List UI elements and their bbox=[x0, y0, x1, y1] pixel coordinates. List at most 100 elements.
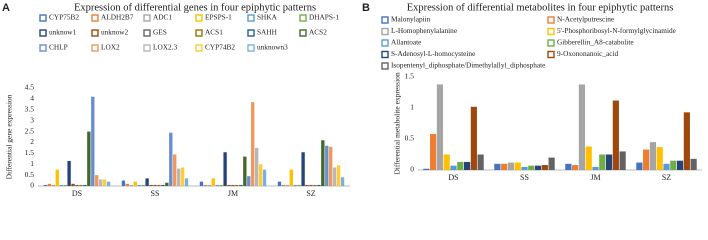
bar bbox=[79, 184, 83, 186]
bar bbox=[141, 184, 145, 186]
bar bbox=[528, 165, 535, 170]
bar bbox=[207, 184, 211, 186]
bar bbox=[477, 154, 484, 170]
bar bbox=[541, 165, 548, 170]
bar bbox=[169, 132, 173, 186]
legend-label: GES bbox=[153, 28, 167, 37]
bar bbox=[301, 152, 305, 186]
legend-label: EPSPS-1 bbox=[205, 13, 232, 22]
x-tick-label: SS bbox=[151, 189, 160, 198]
bar bbox=[605, 154, 613, 170]
bar bbox=[521, 166, 528, 170]
bar bbox=[219, 184, 223, 186]
legend-label: DHAPS-1 bbox=[309, 13, 339, 22]
legend-label: Allantoate bbox=[391, 38, 421, 47]
bar bbox=[47, 183, 52, 186]
bar bbox=[153, 184, 157, 186]
legend-label: LOX2 bbox=[101, 43, 120, 52]
legend-swatch bbox=[381, 50, 389, 59]
bar bbox=[125, 183, 130, 186]
x-tick-label: JM bbox=[228, 189, 238, 198]
y-tick-label: 1 bbox=[410, 103, 414, 112]
bar bbox=[457, 161, 464, 170]
bar bbox=[463, 161, 471, 170]
bar bbox=[137, 184, 141, 186]
bar bbox=[289, 169, 293, 186]
bar bbox=[87, 131, 91, 186]
legend-swatch bbox=[91, 14, 99, 22]
legend-label: ACS1 bbox=[205, 28, 223, 37]
legend-label: 5'-Phosphoribosyl-N-formylglycinamide bbox=[557, 26, 676, 35]
bar bbox=[211, 178, 215, 186]
y-tick-label: 3.5 bbox=[25, 104, 35, 113]
bar bbox=[149, 184, 153, 186]
bar bbox=[599, 154, 606, 170]
legend-label: S-Adenosyl-L-homocysteine bbox=[391, 49, 475, 58]
legend-label: N-Acetylputrescine bbox=[557, 15, 614, 24]
bar bbox=[329, 146, 333, 186]
bar bbox=[494, 163, 501, 170]
bar bbox=[656, 147, 663, 170]
bar bbox=[59, 184, 63, 186]
bar bbox=[514, 162, 521, 170]
legend-swatch bbox=[143, 29, 151, 37]
bar bbox=[255, 147, 259, 186]
bar bbox=[223, 152, 227, 186]
y-tick-label: 0.5 bbox=[25, 170, 35, 179]
legend-swatch bbox=[195, 14, 203, 22]
bar bbox=[277, 181, 282, 186]
bar bbox=[180, 167, 185, 186]
legend-swatch bbox=[195, 29, 203, 37]
legend-swatch bbox=[381, 27, 389, 36]
bar bbox=[145, 178, 149, 186]
x-tick-label: DS bbox=[448, 173, 458, 182]
y-tick-label: 1.5 bbox=[25, 148, 35, 157]
bar bbox=[121, 180, 126, 186]
x-tick-label: SZ bbox=[306, 189, 315, 198]
bar bbox=[572, 165, 579, 170]
bar bbox=[71, 183, 75, 186]
bar bbox=[247, 176, 251, 186]
bar bbox=[612, 100, 619, 170]
bar bbox=[177, 168, 181, 186]
bar bbox=[83, 184, 87, 186]
bar bbox=[690, 158, 697, 170]
legend-label: CHLP bbox=[49, 43, 68, 52]
bar bbox=[165, 182, 169, 186]
legend-swatch bbox=[547, 27, 555, 36]
bar bbox=[51, 184, 55, 186]
bar bbox=[321, 140, 325, 186]
legend-label: unknow2 bbox=[101, 28, 129, 37]
bar bbox=[227, 184, 231, 186]
bar bbox=[548, 157, 555, 170]
legend-swatch bbox=[39, 44, 47, 52]
bar bbox=[534, 165, 542, 170]
figure: A Expression of differential genes in fou… bbox=[2, 2, 702, 198]
chart-title: Expression of differential genes in four… bbox=[74, 2, 316, 13]
legend-label: ACS2 bbox=[309, 28, 327, 37]
bar bbox=[235, 184, 239, 186]
legend-swatch bbox=[547, 39, 555, 47]
bar bbox=[565, 163, 572, 170]
bar bbox=[470, 106, 477, 170]
bar bbox=[325, 145, 329, 186]
legend-swatch bbox=[299, 14, 307, 22]
x-tick-label: DS bbox=[72, 189, 82, 198]
y-axis-label: Differential gene expression bbox=[5, 94, 14, 179]
bar bbox=[507, 162, 515, 170]
bar bbox=[592, 166, 599, 170]
y-tick-label: 0.5 bbox=[405, 134, 415, 143]
legend-swatch bbox=[39, 14, 47, 22]
bar bbox=[95, 175, 99, 186]
legend-label: Isopentenyl_diphosphate/Dimethylallyl_di… bbox=[391, 61, 545, 70]
bar bbox=[157, 184, 161, 186]
bar bbox=[333, 167, 337, 186]
bar bbox=[203, 184, 208, 186]
chart-title: Expression of differential metabolites i… bbox=[407, 2, 674, 13]
legend-swatch bbox=[195, 44, 203, 52]
legend-swatch bbox=[143, 14, 151, 22]
bar bbox=[663, 163, 670, 170]
bar bbox=[313, 184, 317, 186]
bar bbox=[293, 184, 297, 186]
bar bbox=[43, 184, 48, 186]
